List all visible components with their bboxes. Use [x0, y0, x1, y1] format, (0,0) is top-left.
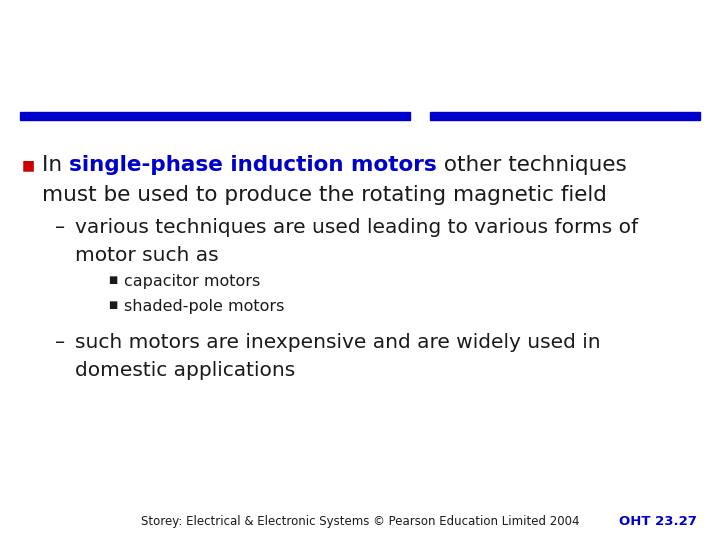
Text: –: – [55, 333, 65, 352]
Text: capacitor motors: capacitor motors [124, 274, 260, 289]
Text: shaded-pole motors: shaded-pole motors [124, 299, 284, 314]
Bar [20, 112, 410, 120]
Text: other techniques: other techniques [437, 155, 626, 175]
Text: In: In [42, 155, 69, 175]
Text: ■: ■ [108, 300, 117, 310]
Text: single-phase induction motors: single-phase induction motors [69, 155, 437, 175]
Text: such motors are inexpensive and are widely used in: such motors are inexpensive and are wide… [75, 333, 600, 352]
Text: ■: ■ [22, 158, 35, 172]
Text: ■: ■ [108, 275, 117, 285]
Text: Storey: Electrical & Electronic Systems © Pearson Education Limited 2004: Storey: Electrical & Electronic Systems … [140, 515, 580, 528]
Text: –: – [55, 218, 65, 237]
Text: motor such as: motor such as [75, 246, 219, 265]
Text: OHT 23.27: OHT 23.27 [619, 515, 697, 528]
Text: must be used to produce the rotating magnetic field: must be used to produce the rotating mag… [42, 185, 607, 205]
Text: various techniques are used leading to various forms of: various techniques are used leading to v… [75, 218, 638, 237]
Bar [430, 112, 700, 120]
Text: domestic applications: domestic applications [75, 361, 295, 380]
